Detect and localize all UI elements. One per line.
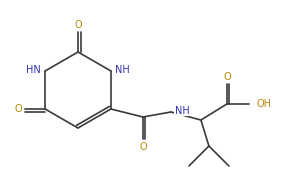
Text: O: O bbox=[14, 104, 22, 114]
Text: O: O bbox=[74, 20, 82, 30]
Text: O: O bbox=[223, 72, 231, 82]
Text: O: O bbox=[139, 142, 147, 152]
Text: NH: NH bbox=[175, 106, 190, 116]
Text: OH: OH bbox=[257, 99, 272, 109]
Text: HN: HN bbox=[26, 65, 41, 75]
Text: NH: NH bbox=[115, 65, 130, 75]
